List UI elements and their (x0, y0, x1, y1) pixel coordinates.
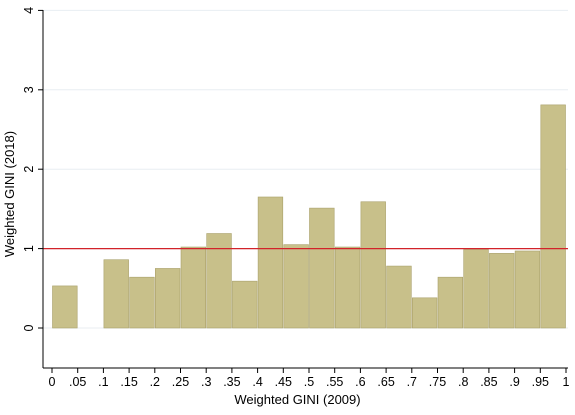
bar (206, 233, 232, 329)
x-tick-label: .9 (509, 375, 519, 389)
x-tick-label: .3 (201, 375, 211, 389)
bar (232, 280, 258, 329)
y-tick-label: 2 (22, 166, 36, 173)
bars (52, 104, 566, 329)
x-tick-label: .65 (377, 375, 394, 389)
x-tick-label: .95 (532, 375, 549, 389)
y-tick-label: 1 (22, 245, 36, 252)
y-axis-label: Weighted GINI (2018) (2, 131, 17, 257)
bar (514, 250, 541, 329)
x-tick-label: .15 (120, 375, 137, 389)
x-tick-label: .75 (429, 375, 446, 389)
x-tick-label: .45 (275, 375, 292, 389)
x-tick-label: .35 (223, 375, 240, 389)
bar (360, 201, 386, 329)
bar (283, 244, 309, 329)
bar (129, 276, 155, 329)
x-ticks: 0 .05 .1 .15 .2 .25 .3 .35 .4 .45 .5 .55 .6 .65 .7 .75.… (49, 368, 570, 389)
bar (540, 104, 566, 329)
bar (386, 265, 412, 329)
x-axis-label: Weighted GINI (2009) (234, 392, 360, 407)
y-ticks: 0 1 2 3 4 (22, 7, 43, 331)
x-tick-label: .4 (252, 375, 262, 389)
x-tick-label: .2 (150, 375, 160, 389)
x-tick-label: .6 (355, 375, 365, 389)
bar (52, 285, 78, 329)
bar (411, 297, 438, 329)
bar (103, 259, 129, 329)
bar (309, 207, 335, 329)
x-tick-label: .05 (69, 375, 86, 389)
axes (42, 10, 568, 369)
x-tick-label: .5 (304, 375, 314, 389)
bar (155, 268, 181, 329)
bar (489, 253, 515, 329)
x-tick-label: .1 (98, 375, 108, 389)
x-tick-label: .8 (458, 375, 468, 389)
bar (180, 246, 207, 329)
bar (437, 276, 464, 329)
x-tick-label: 1 (563, 375, 570, 389)
x-tick-label: .7 (407, 375, 417, 389)
bar (257, 196, 284, 329)
y-tick-label: 0 (22, 324, 36, 331)
y-tick-label: 3 (22, 86, 36, 93)
y-tick-label: 4 (22, 7, 36, 14)
x-tick-label: .25 (172, 375, 189, 389)
bar (463, 249, 489, 329)
x-tick-label: .85 (480, 375, 497, 389)
x-tick-label: 0 (49, 375, 56, 389)
x-tick-label: .55 (326, 375, 343, 389)
bar (334, 246, 361, 329)
